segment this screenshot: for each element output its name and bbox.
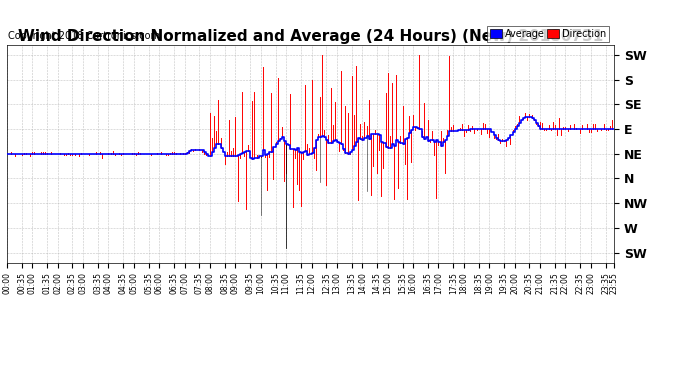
Legend: Average, Direction: Average, Direction xyxy=(487,26,609,42)
Text: Copyright 2018 Cartronics.com: Copyright 2018 Cartronics.com xyxy=(8,32,160,41)
Title: Wind Direction Normalized and Average (24 Hours) (New) 20180731: Wind Direction Normalized and Average (2… xyxy=(18,29,603,44)
